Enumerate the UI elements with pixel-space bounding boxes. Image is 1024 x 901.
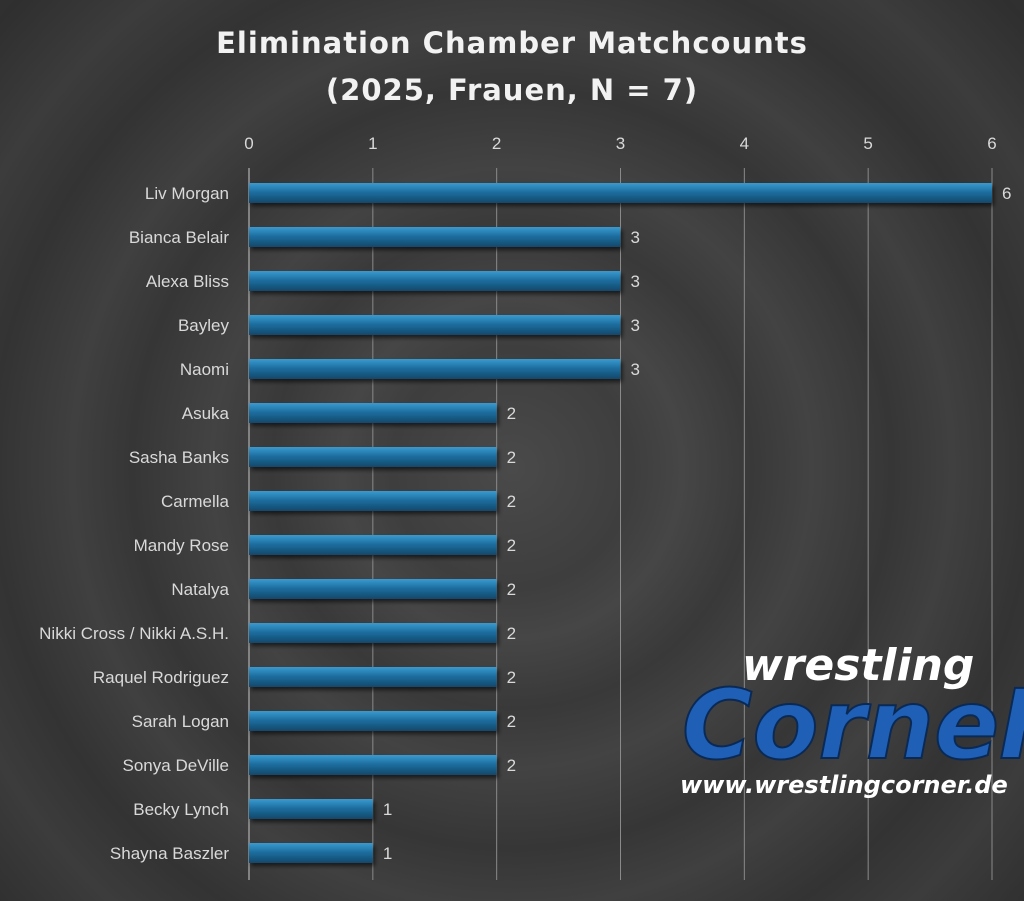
- category-label: Sonya DeVille: [123, 756, 229, 775]
- value-label: 2: [507, 580, 516, 599]
- value-label: 1: [383, 800, 392, 819]
- bar: [249, 755, 497, 775]
- bar: [249, 535, 497, 555]
- bar: [249, 315, 621, 335]
- value-label: 1: [383, 844, 392, 863]
- x-tick-label: 4: [740, 134, 749, 153]
- x-tick-label: 3: [616, 134, 625, 153]
- bar: [249, 711, 497, 731]
- bar: [249, 843, 373, 863]
- category-label: Shayna Baszler: [110, 844, 229, 863]
- bar: [249, 183, 992, 203]
- logo-url: www.wrestlingcorner.de: [680, 771, 1008, 799]
- logo-word-corner: CorneR: [682, 669, 1024, 781]
- wrestlingcorner-logo: wrestling CorneR www.wrestlingcorner.de: [680, 640, 1024, 799]
- value-label: 2: [507, 492, 516, 511]
- bar: [249, 227, 621, 247]
- category-label: Naomi: [180, 360, 229, 379]
- value-label: 3: [631, 272, 640, 291]
- chart-title: Elimination Chamber Matchcounts: [216, 26, 808, 60]
- value-label: 2: [507, 668, 516, 687]
- bar: [249, 359, 621, 379]
- value-label: 3: [631, 360, 640, 379]
- category-label: Becky Lynch: [133, 800, 229, 819]
- logo-word-wrestling: wrestling: [742, 640, 974, 691]
- bar: [249, 447, 497, 467]
- value-label: 2: [507, 624, 516, 643]
- value-label: 2: [507, 756, 516, 775]
- value-label: 6: [1002, 184, 1011, 203]
- category-label: Alexa Bliss: [146, 272, 229, 291]
- x-tick-label: 5: [863, 134, 872, 153]
- bar: [249, 403, 497, 423]
- category-labels: Liv Morgan Bianca Belair Alexa Bliss Bayley…: [39, 184, 229, 863]
- category-label: Bayley: [178, 316, 230, 335]
- category-label: Mandy Rose: [134, 536, 229, 555]
- x-axis-ticks: 0 1 2 3 4 5 6: [244, 134, 996, 153]
- x-tick-label: 2: [492, 134, 501, 153]
- category-label: Raquel Rodriguez: [93, 668, 229, 687]
- bar: [249, 579, 497, 599]
- category-label: Carmella: [161, 492, 230, 511]
- value-label: 2: [507, 536, 516, 555]
- category-label: Natalya: [171, 580, 229, 599]
- category-label: Bianca Belair: [129, 228, 230, 247]
- x-tick-label: 0: [244, 134, 253, 153]
- value-label: 2: [507, 404, 516, 423]
- category-label: Asuka: [182, 404, 230, 423]
- bars: [249, 183, 992, 863]
- x-tick-label: 1: [368, 134, 377, 153]
- category-label: Sarah Logan: [132, 712, 229, 731]
- chart-subtitle: (2025, Frauen, N = 7): [326, 73, 698, 107]
- bar: [249, 271, 621, 291]
- bar: [249, 667, 497, 687]
- category-label: Nikki Cross / Nikki A.S.H.: [39, 624, 229, 643]
- value-labels: 6 3 3 3 3 2 2 2 2 2 2 2 2 2 1 1: [383, 184, 1012, 863]
- value-label: 2: [507, 448, 516, 467]
- value-label: 2: [507, 712, 516, 731]
- bar: [249, 491, 497, 511]
- category-label: Liv Morgan: [145, 184, 229, 203]
- x-tick-label: 6: [987, 134, 996, 153]
- value-label: 3: [631, 316, 640, 335]
- bar: [249, 623, 497, 643]
- value-label: 3: [631, 228, 640, 247]
- category-label: Sasha Banks: [129, 448, 229, 467]
- bar: [249, 799, 373, 819]
